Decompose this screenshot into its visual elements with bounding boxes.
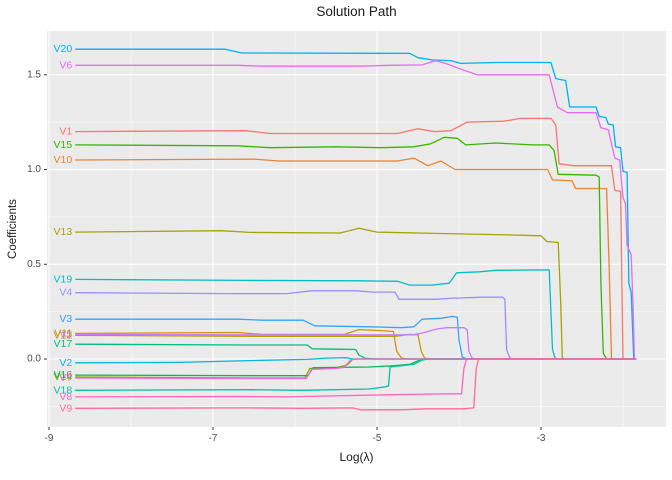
y-tick-label: 1.0 — [27, 164, 41, 175]
series-label-V6: V6 — [59, 59, 72, 71]
x-tick-label: -9 — [45, 433, 54, 444]
series-label-V9: V9 — [59, 402, 72, 414]
series-line-V1 — [75, 117, 637, 360]
x-tick-label: -5 — [373, 433, 382, 444]
series-line-V2 — [75, 357, 637, 364]
series-label-V17: V17 — [54, 338, 73, 350]
series-label-V15: V15 — [54, 139, 73, 151]
series-line-V4 — [75, 290, 637, 360]
y-tick-label: 0.0 — [27, 354, 41, 365]
y-tick-label: 1.5 — [27, 69, 41, 80]
series-label-V20: V20 — [54, 43, 73, 55]
series-label-V19: V19 — [54, 273, 73, 285]
series-label-V10: V10 — [54, 154, 73, 166]
series-label-V1: V1 — [59, 126, 72, 138]
series-line-V20 — [75, 48, 637, 360]
series-label-V16: V16 — [54, 369, 73, 381]
series-label-V13: V13 — [54, 226, 73, 238]
series-label-V4: V4 — [59, 287, 72, 299]
y-tick-label: 0.5 — [27, 259, 41, 270]
series-line-V6 — [75, 59, 637, 360]
series-line-V7 — [75, 358, 637, 380]
series-label-V11: V11 — [54, 327, 72, 339]
series-line-V8 — [75, 358, 637, 398]
x-tick-label: -7 — [209, 433, 218, 444]
series-label-V18: V18 — [54, 384, 73, 396]
series-line-V19 — [75, 269, 637, 360]
series-line-V18 — [75, 358, 637, 391]
y-axis-title: Coefficients — [7, 199, 19, 259]
series-label-V8: V8 — [59, 391, 72, 403]
series-label-V12: V12 — [54, 329, 73, 341]
series-line-V13 — [75, 227, 637, 360]
series-line-V15 — [75, 136, 637, 360]
x-axis-title: Log(λ) — [339, 450, 374, 464]
x-tick-label: -3 — [537, 433, 546, 444]
chart-title: Solution Path — [316, 4, 397, 19]
series-label-V5: V5 — [59, 328, 72, 340]
series-line-V3 — [75, 315, 637, 360]
series-label-V7: V7 — [59, 372, 72, 384]
series-line-V10 — [75, 157, 637, 360]
series-label-V3: V3 — [59, 313, 72, 325]
series-line-V9 — [75, 358, 637, 411]
series-label-V2: V2 — [59, 357, 72, 369]
series-line-V5 — [75, 327, 637, 360]
series-label-V14: V14 — [54, 371, 73, 383]
